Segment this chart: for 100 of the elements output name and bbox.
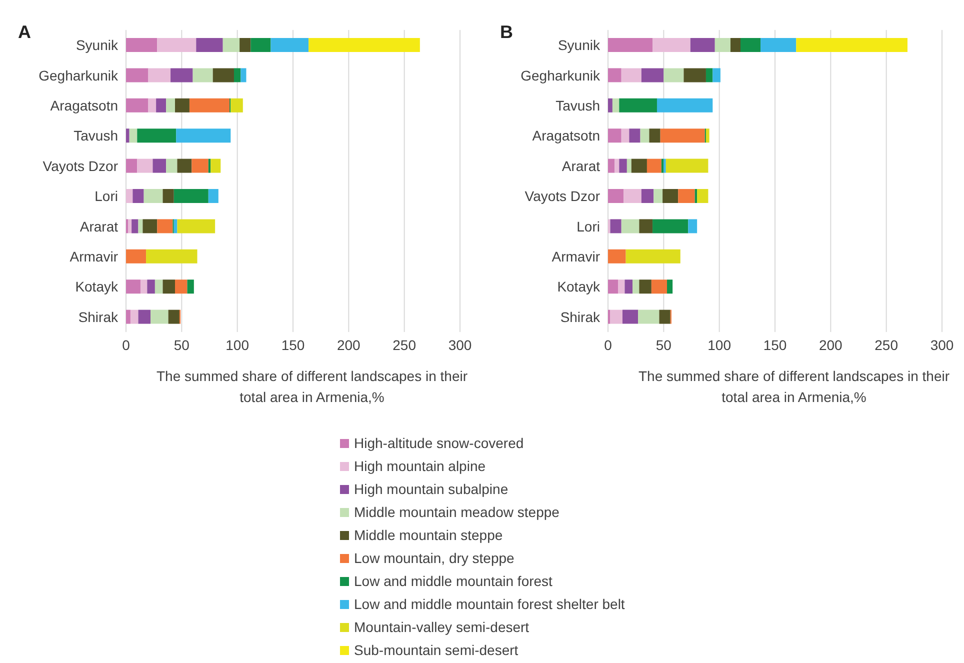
legend-label: Middle mountain meadow steppe bbox=[354, 503, 560, 522]
x-tick-label: 300 bbox=[930, 336, 954, 353]
bar bbox=[250, 38, 271, 52]
bar bbox=[624, 189, 642, 203]
bar bbox=[157, 38, 196, 52]
bar bbox=[128, 219, 132, 234]
bar bbox=[632, 280, 640, 294]
bar bbox=[796, 38, 908, 52]
bar bbox=[649, 128, 660, 143]
x-tick-label: 150 bbox=[281, 336, 305, 353]
bar bbox=[621, 219, 640, 234]
bar bbox=[154, 280, 163, 294]
bar bbox=[629, 128, 640, 143]
x-tick-label: 50 bbox=[656, 336, 672, 353]
bar bbox=[174, 189, 208, 203]
y-tick-label: Lori bbox=[576, 218, 600, 234]
bar bbox=[664, 68, 684, 82]
bar bbox=[132, 189, 144, 203]
chart-title: A bbox=[18, 22, 31, 43]
bar bbox=[189, 98, 230, 112]
bar bbox=[212, 68, 234, 82]
x-tick-label: 200 bbox=[818, 336, 843, 353]
bar bbox=[240, 38, 251, 52]
y-tick-label: Tavush bbox=[556, 97, 600, 114]
bar bbox=[166, 158, 178, 173]
y-tick-label: Gegharkunik bbox=[520, 67, 601, 84]
bar bbox=[678, 189, 695, 203]
y-tick-label: Ararat bbox=[80, 218, 118, 234]
bar bbox=[308, 38, 420, 52]
bar bbox=[622, 310, 638, 324]
bar bbox=[166, 98, 175, 112]
bar bbox=[148, 68, 171, 82]
y-tick-label: Aragatsotn bbox=[532, 128, 600, 144]
y-tick-label: Tavush bbox=[74, 128, 118, 144]
bar bbox=[148, 98, 156, 112]
x-tick-label: 100 bbox=[708, 336, 732, 353]
bar bbox=[129, 128, 138, 143]
y-tick-label: Gegharkunik bbox=[38, 67, 119, 84]
legend-label: Low and middle mountain forest shelter belt bbox=[354, 595, 625, 614]
bar bbox=[621, 128, 630, 143]
bar bbox=[126, 310, 130, 324]
x-tick-label: 250 bbox=[874, 336, 898, 353]
bar bbox=[714, 38, 730, 52]
x-axis-title: The summed share of different landscapes in their total area in Armenia,% bbox=[155, 367, 469, 407]
bar bbox=[639, 280, 652, 294]
bar bbox=[126, 280, 140, 294]
legend-label: High mountain alpine bbox=[354, 457, 486, 476]
x-tick-label: 150 bbox=[763, 336, 787, 353]
bar bbox=[608, 158, 615, 173]
y-tick-label: Ararat bbox=[562, 158, 600, 174]
bar bbox=[690, 38, 715, 52]
bar bbox=[126, 38, 158, 52]
bar bbox=[608, 189, 624, 203]
bar bbox=[192, 68, 213, 82]
y-tick-label: Kotayk bbox=[75, 278, 119, 295]
bar bbox=[624, 280, 632, 294]
x-tick-label: 300 bbox=[448, 336, 472, 353]
bar bbox=[126, 158, 138, 173]
y-tick-label: Syunik bbox=[76, 37, 119, 54]
x-tick-label: 200 bbox=[336, 336, 361, 353]
bar bbox=[638, 310, 660, 324]
bar bbox=[619, 158, 627, 173]
bar bbox=[138, 310, 150, 324]
bar bbox=[174, 280, 188, 294]
bar bbox=[208, 189, 218, 203]
bar bbox=[646, 158, 662, 173]
bar bbox=[730, 38, 740, 52]
bar bbox=[174, 219, 178, 234]
x-axis-title: The summed share of different landscapes in their total area in Armenia,% bbox=[637, 367, 951, 407]
bar bbox=[157, 219, 173, 234]
bar bbox=[608, 68, 622, 82]
bar bbox=[619, 98, 657, 112]
bar bbox=[192, 158, 208, 173]
bar bbox=[132, 219, 138, 234]
bar bbox=[150, 310, 168, 324]
bar bbox=[608, 98, 612, 112]
bar bbox=[208, 158, 211, 173]
bar bbox=[162, 280, 175, 294]
bar bbox=[706, 128, 710, 143]
bar bbox=[137, 158, 153, 173]
bar bbox=[639, 219, 653, 234]
bar bbox=[652, 38, 690, 52]
bar bbox=[740, 38, 761, 52]
x-tick-label: 50 bbox=[174, 336, 190, 353]
bar bbox=[654, 189, 663, 203]
bar bbox=[706, 68, 713, 82]
y-tick-label: Armavir bbox=[552, 248, 600, 264]
bar bbox=[240, 68, 246, 82]
bar bbox=[222, 38, 240, 52]
bar bbox=[612, 98, 620, 112]
legend-label: Mountain-valley semi-desert bbox=[354, 618, 530, 637]
bar bbox=[168, 310, 180, 324]
bar bbox=[210, 158, 221, 173]
legend-label: Low and middle mountain forest bbox=[354, 572, 552, 591]
bar bbox=[641, 189, 654, 203]
bar bbox=[684, 68, 706, 82]
bar bbox=[631, 158, 647, 173]
bar bbox=[126, 189, 133, 203]
bar bbox=[138, 219, 143, 234]
y-tick-label: Shirak bbox=[560, 308, 601, 325]
